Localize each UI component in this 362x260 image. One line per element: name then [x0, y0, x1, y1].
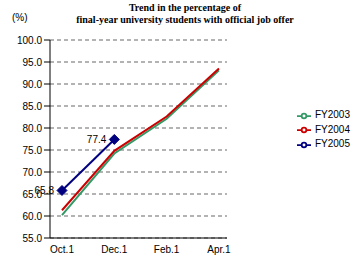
svg-text:85.0: 85.0 [23, 101, 43, 112]
svg-text:65.8: 65.8 [35, 185, 55, 196]
svg-text:Apr.1: Apr.1 [207, 244, 231, 255]
html-text:Trend in the percentage of fin: Trend in the percentage of final-year un… [76, 2, 294, 25]
svg-text:65.0: 65.0 [22, 188, 42, 200]
svg-text:80.0: 80.0 [23, 123, 43, 134]
svg-text:55.0: 55.0 [23, 233, 43, 244]
svg-text:Dec.1: Dec.1 [101, 244, 128, 255]
svg-text:77.4: 77.4 [87, 134, 107, 145]
svg-text:75.0: 75.0 [23, 145, 43, 156]
svg-text:Feb.1: Feb.1 [154, 244, 180, 255]
svg-text:Oct.1: Oct.1 [50, 244, 74, 255]
html-text:FY2005: FY2005 [315, 138, 350, 150]
svg-text:90.0: 90.0 [23, 79, 43, 90]
svg-text:60.0: 60.0 [23, 211, 43, 222]
svg-text:100.0: 100.0 [17, 35, 42, 46]
html-text:FY2003: FY2003 [315, 109, 350, 121]
svg-text:95.0: 95.0 [23, 57, 43, 68]
svg-text:70.0: 70.0 [23, 167, 43, 178]
html-text:FY2004: FY2004 [315, 123, 350, 135]
